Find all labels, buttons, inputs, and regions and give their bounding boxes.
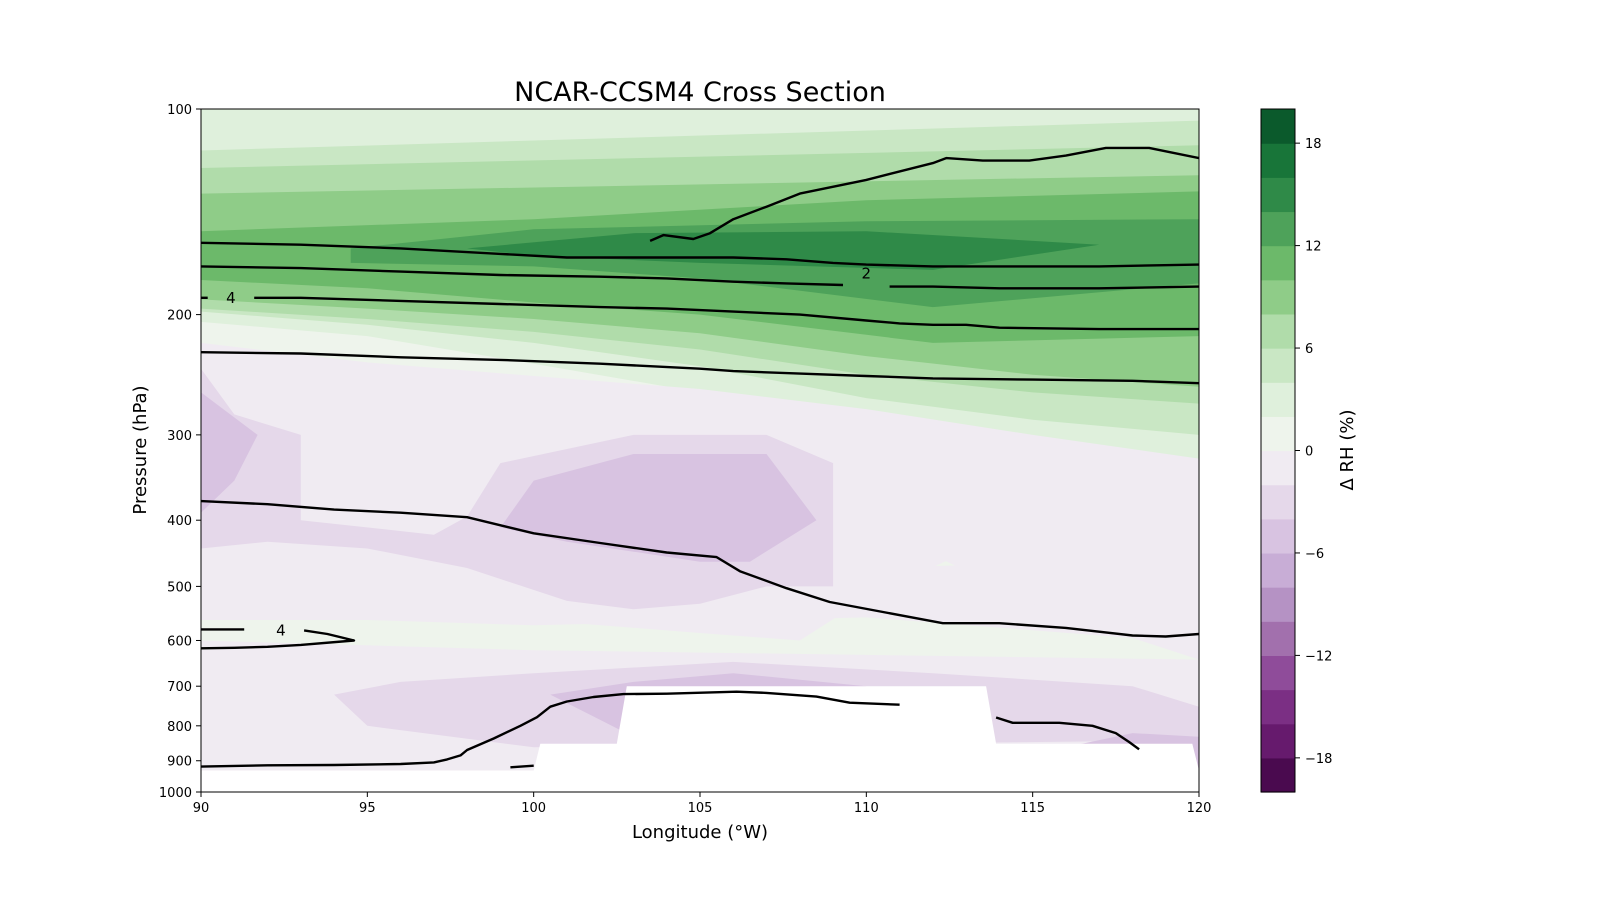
colorbar-tick-label-2: −6 <box>1305 547 1324 562</box>
colorbar-band-6 <box>1261 552 1295 588</box>
contour-line-6 <box>201 351 1199 385</box>
filled-region-8 <box>467 231 1100 270</box>
contour-line-11 <box>510 764 534 769</box>
y-axis-label: Pressure (hPa) <box>130 385 151 514</box>
filled-region-15 <box>500 454 817 562</box>
contour-line-10 <box>201 690 900 768</box>
colorbar <box>1260 108 1296 793</box>
contour-line-7 <box>201 499 1199 638</box>
x-tick-label-120: 120 <box>1187 801 1212 816</box>
colorbar-band-0 <box>1261 757 1295 793</box>
contour-line-9 <box>201 629 356 650</box>
contour-line-1 <box>201 241 1199 268</box>
x-axis-ticks: 90 95 100 105 110 115 120 <box>193 792 1212 816</box>
colorbar-band-19 <box>1261 109 1295 144</box>
colorbar-tick-label-1: −12 <box>1305 649 1332 664</box>
plot-area: 4 2 4 <box>201 109 1199 792</box>
y-axis-ticks: 100 200 300 400 500 600 700 800 900 1000 <box>159 103 201 801</box>
colorbar-band-10 <box>1261 416 1295 452</box>
colorbar-band-8 <box>1261 484 1295 520</box>
colorbar-band-2 <box>1261 689 1295 725</box>
terrain-mask-polygon <box>201 686 1199 792</box>
colorbar-tick-label-4: 6 <box>1305 342 1313 357</box>
contour-line-12 <box>995 716 1140 751</box>
colorbar-tick-label-6: 18 <box>1305 137 1322 152</box>
x-tick-label-105: 105 <box>688 801 713 816</box>
x-tick-label-95: 95 <box>359 801 376 816</box>
contour-line-2 <box>201 265 844 287</box>
filled-region-14 <box>201 392 258 513</box>
x-tick-label-100: 100 <box>521 801 546 816</box>
filled-region-11 <box>932 527 1199 620</box>
contour-labels: 4 2 4 <box>226 264 871 639</box>
contour-label-2: 4 <box>276 621 286 639</box>
y-tick-label-400: 400 <box>167 514 192 529</box>
contour-label-0: 4 <box>226 289 236 307</box>
colorbar-band-11 <box>1261 382 1295 417</box>
colorbar-tick-label-0: −18 <box>1305 752 1332 767</box>
contour-label-1: 2 <box>862 264 872 282</box>
y-tick-label-1000: 1000 <box>159 786 192 801</box>
y-tick-label-600: 600 <box>167 634 192 649</box>
y-tick-label-700: 700 <box>167 680 192 695</box>
colorbar-band-1 <box>1261 723 1295 759</box>
contour-line-0 <box>649 146 1199 242</box>
colorbar-band-14 <box>1261 279 1295 315</box>
x-tick-label-110: 110 <box>854 801 879 816</box>
x-axis-label: Longitude (°W) <box>632 822 768 843</box>
contour-lines <box>201 146 1199 769</box>
colorbar-band-16 <box>1261 211 1295 247</box>
colorbar-tick-label-5: 12 <box>1305 240 1322 255</box>
colorbar-tick-label-3: 0 <box>1305 445 1313 460</box>
colorbar-band-15 <box>1261 245 1295 281</box>
colorbar-band-9 <box>1261 450 1295 486</box>
y-tick-label-900: 900 <box>167 755 192 770</box>
y-tick-label-100: 100 <box>167 103 192 118</box>
y-tick-label-300: 300 <box>167 429 192 444</box>
chart-title: NCAR-CCSM4 Cross Section <box>514 77 886 108</box>
contour-line-5 <box>254 296 1199 331</box>
y-tick-label-200: 200 <box>167 309 192 324</box>
x-tick-label-115: 115 <box>1020 801 1045 816</box>
colorbar-band-4 <box>1261 621 1295 656</box>
terrain-mask <box>201 686 1199 792</box>
colorbar-band-7 <box>1261 518 1295 554</box>
colorbar-band-3 <box>1261 655 1295 691</box>
colorbar-band-18 <box>1261 143 1295 178</box>
x-tick-label-90: 90 <box>193 801 210 816</box>
y-tick-label-800: 800 <box>167 720 192 735</box>
colorbar-band-17 <box>1261 177 1295 213</box>
colorbar-band-13 <box>1261 313 1295 349</box>
colorbar-band-5 <box>1261 587 1295 622</box>
colorbar-band-12 <box>1261 348 1295 383</box>
colorbar-label: Δ RH (%) <box>1337 410 1358 491</box>
contour-line-3 <box>889 285 1199 290</box>
y-tick-label-500: 500 <box>167 580 192 595</box>
colorbar-ticks: −18 −12 −6 0 6 12 18 <box>1295 137 1332 767</box>
